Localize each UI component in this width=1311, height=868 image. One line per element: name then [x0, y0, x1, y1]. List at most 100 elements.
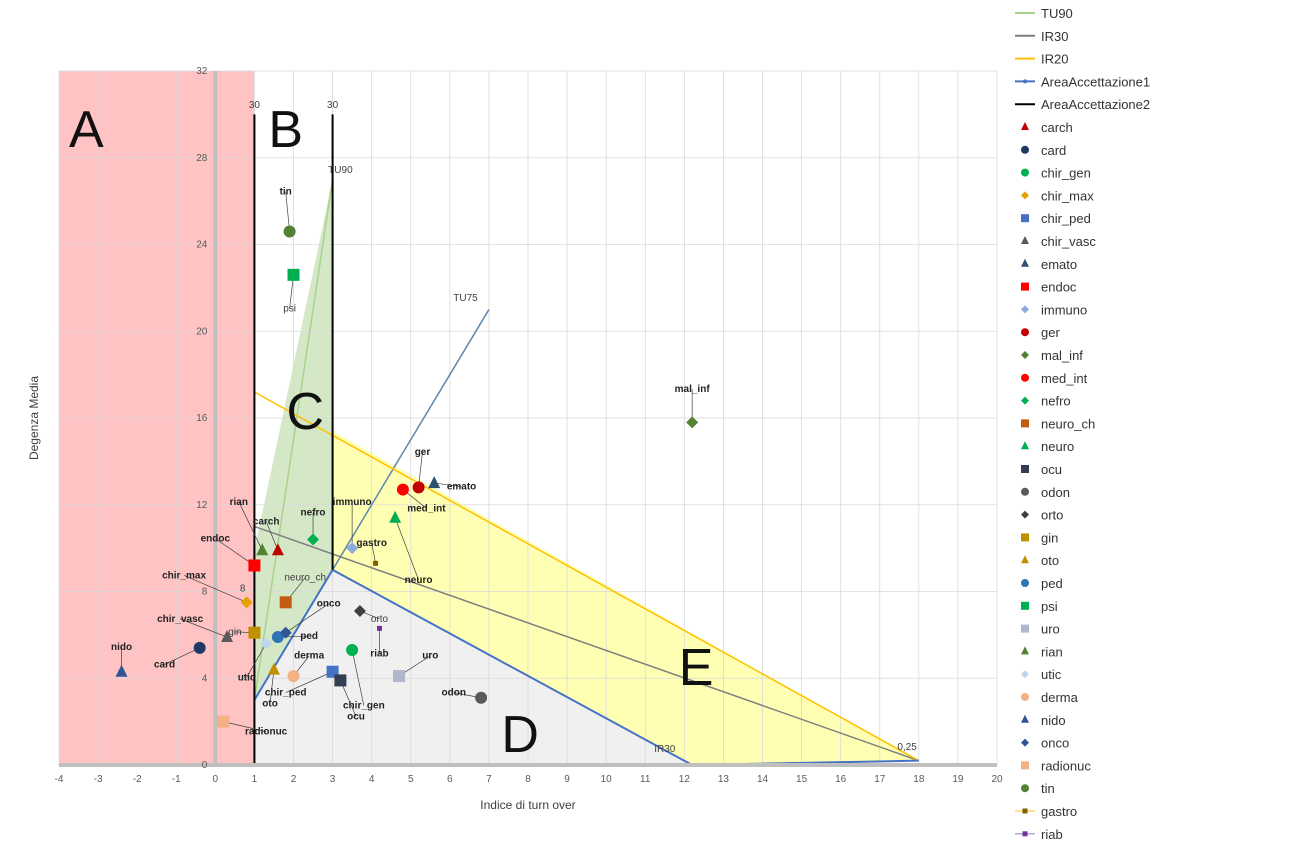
point-label-orto: orto — [371, 614, 389, 625]
legend-entry-derma: derma — [1021, 690, 1079, 705]
legend-label: chir_max — [1041, 188, 1094, 203]
legend-label: oto — [1041, 553, 1059, 568]
legend-entry-riab: riab — [1015, 827, 1063, 842]
legend-marker-icon — [1021, 214, 1029, 223]
leader-ocu — [340, 680, 357, 717]
legend-label: TU90 — [1041, 6, 1073, 21]
line-label-0: 30 — [249, 100, 261, 111]
x-tick-label: 11 — [640, 774, 651, 785]
legend-marker-icon — [1021, 579, 1029, 587]
x-tick-label: -2 — [133, 774, 142, 785]
point-nido — [115, 664, 128, 677]
x-tick-label: 18 — [913, 774, 925, 785]
legend-marker-icon — [1021, 236, 1029, 244]
zone-letter-e: E — [679, 639, 714, 697]
point-label-chir_ped: chir_ped — [265, 688, 307, 699]
leader-tin — [285, 191, 290, 232]
legend-label: IR20 — [1041, 52, 1068, 67]
point-label-utic: utic — [238, 672, 256, 683]
point-label-ocu: ocu — [347, 711, 365, 722]
leader-carch — [265, 521, 279, 551]
point-label-gastro: gastro — [356, 538, 387, 549]
ref-line-ir30 — [254, 525, 920, 762]
legend-marker-icon — [1021, 168, 1029, 177]
point-ocu — [334, 674, 347, 687]
legend-marker-icon — [1021, 145, 1029, 154]
legend-label: chir_ped — [1041, 211, 1091, 226]
legend-entry-IR30: IR30 — [1015, 29, 1068, 44]
point-label-riab: riab — [370, 649, 388, 660]
legend-label: riab — [1041, 827, 1063, 842]
point-chir_gen — [346, 644, 359, 657]
data-points: carch card chir_gen chir_max chir_ped chir_va… — [111, 187, 710, 738]
legend-marker-icon — [1022, 831, 1028, 837]
point-label-ger: ger — [415, 447, 431, 458]
leader-neuro — [394, 517, 419, 580]
legend-label: odon — [1041, 485, 1070, 500]
legend-label: rian — [1041, 644, 1063, 659]
leader-chir_vasc — [180, 618, 228, 638]
point-label-neuro: neuro — [405, 575, 433, 586]
y-tick-label: 20 — [196, 326, 208, 337]
legend-label: gin — [1041, 530, 1058, 545]
legend-label: IR30 — [1041, 29, 1068, 44]
point-riab — [376, 625, 382, 631]
legend-entry-chir_vasc: chir_vasc — [1021, 234, 1096, 249]
leader-chir_max — [183, 575, 247, 603]
legend-label: mal_inf — [1041, 348, 1083, 363]
point-radionuc — [217, 715, 230, 728]
legend-entry-rian: rian — [1021, 644, 1063, 659]
legend-label: neuro_ch — [1041, 416, 1095, 431]
y-axis-title: Degenza Media — [27, 376, 41, 460]
point-ped — [271, 631, 284, 644]
leader-oto — [269, 669, 275, 704]
legend-entry-chir_gen: chir_gen — [1021, 166, 1091, 181]
point-label-card: card — [154, 659, 175, 670]
legend-entry-TU90: TU90 — [1015, 6, 1073, 21]
point-label-emato: emato — [447, 482, 476, 493]
legend-marker-icon — [1021, 351, 1029, 359]
legend-entry-neuro: neuro — [1021, 439, 1074, 454]
point-oto — [267, 662, 280, 675]
point-label-uro: uro — [422, 651, 438, 662]
legend-marker-icon — [1021, 282, 1029, 291]
leader-rian — [238, 501, 263, 551]
x-tick-label: 5 — [408, 774, 414, 785]
leader-radionuc — [223, 721, 267, 732]
y-tick-label: 0 — [202, 760, 208, 771]
legend-marker-icon — [1021, 533, 1029, 542]
y-tick-label: 16 — [196, 413, 208, 424]
legend-label: endoc — [1041, 280, 1077, 295]
point-label-chir_max: chir_max — [162, 570, 206, 581]
legend-label: chir_gen — [1041, 166, 1091, 181]
point-label-immuno: immuno — [333, 497, 372, 508]
point-label-carch: carch — [253, 516, 280, 527]
point-gastro — [373, 560, 379, 566]
point-label-ped: ped — [300, 631, 318, 642]
legend-marker-icon — [1021, 441, 1029, 450]
legend-marker-icon — [1021, 646, 1029, 655]
legend-marker-icon — [1021, 258, 1029, 267]
point-endoc — [248, 559, 261, 572]
point-carch — [271, 543, 284, 556]
x-tick-label: 0 — [213, 774, 219, 785]
line-label-5: 0,25 — [897, 742, 917, 753]
leader-card — [164, 647, 200, 665]
point-rian — [256, 543, 269, 556]
legend-label: nido — [1041, 713, 1066, 728]
legend-marker-icon — [1021, 419, 1029, 428]
legend: TU90 IR30 IR20 AreaAccettazione1 AreaAccetta… — [1015, 6, 1150, 842]
legend-entry-emato: emato — [1021, 257, 1077, 272]
leader-endoc — [215, 538, 255, 566]
y-tick-label: 24 — [196, 240, 208, 251]
y-tick-label: 8 — [202, 587, 208, 598]
point-label-endoc: endoc — [201, 534, 231, 545]
x-tick-label: 15 — [796, 774, 808, 785]
axes: -4 -3 -2 -1 0 1 2 3 4 5 6 7 8 9 10 11 12 13 14 15 16 17 18 19 20… — [27, 66, 1003, 812]
legend-entry-chir_max: chir_max — [1021, 188, 1094, 203]
x-tick-label: -1 — [172, 774, 181, 785]
leader-emato — [434, 482, 462, 487]
x-tick-label: 8 — [525, 774, 531, 785]
legend-entry-utic: utic — [1021, 667, 1062, 682]
